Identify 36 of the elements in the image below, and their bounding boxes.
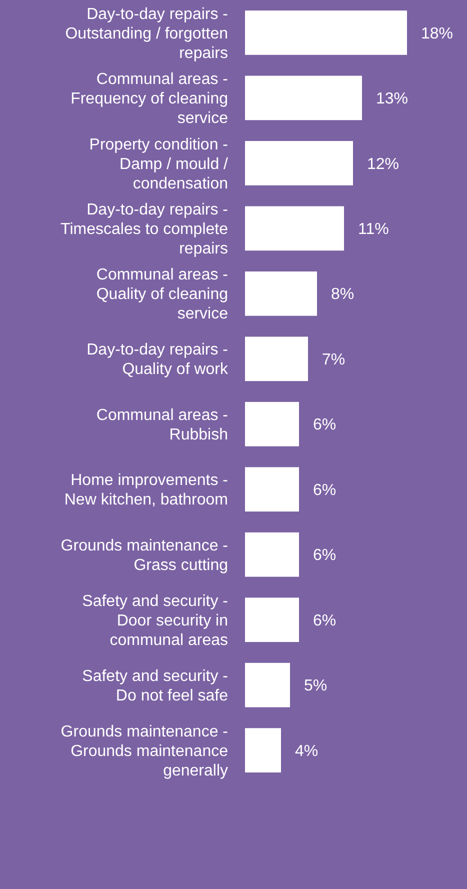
data-label: 6% bbox=[313, 547, 336, 564]
bar bbox=[245, 662, 290, 708]
bar bbox=[245, 206, 344, 251]
y-tick-label: Communal areas - Rubbish bbox=[96, 406, 228, 444]
data-label: 13% bbox=[376, 90, 408, 108]
data-label: 12% bbox=[367, 156, 400, 173]
bar bbox=[245, 728, 281, 772]
data-label: 11% bbox=[358, 221, 389, 238]
data-label: 6% bbox=[313, 482, 336, 499]
data-label: 18% bbox=[421, 25, 454, 42]
bar bbox=[245, 402, 299, 446]
y-tick-label: Day-to-day repairs - Outstanding / forgotten repairs bbox=[65, 6, 228, 62]
y-tick-label: Day-to-day repairs - Timescales to complete repairs bbox=[60, 202, 228, 258]
bar bbox=[245, 336, 308, 382]
y-tick-label: Day-to-day repairs - Quality of work bbox=[86, 342, 229, 378]
data-label: 7% bbox=[322, 351, 346, 368]
y-tick-label: Communal areas - Quality of cleaning service bbox=[96, 266, 228, 323]
bar bbox=[245, 598, 299, 642]
bar bbox=[245, 467, 299, 512]
y-tick-label: Grounds maintenance - Grass cutting bbox=[60, 537, 228, 574]
bar bbox=[245, 140, 353, 186]
data-label: 8% bbox=[331, 286, 354, 304]
bar bbox=[245, 76, 362, 120]
y-tick-label: Grounds maintenance - Grounds maintenance generally bbox=[60, 723, 228, 780]
y-tick-label: Safety and security - Do not feel safe bbox=[82, 668, 228, 704]
bar bbox=[245, 271, 317, 316]
data-label: 4% bbox=[295, 742, 318, 760]
bar bbox=[245, 532, 299, 577]
y-tick-label: Home improvements - New kitchen, bathroom bbox=[64, 472, 228, 509]
bar bbox=[245, 10, 407, 55]
y-tick-label: Safety and security - Door security in communal areas bbox=[82, 592, 228, 649]
y-tick-label: Communal areas - Frequency of cleaning service bbox=[70, 71, 228, 128]
data-label: 6% bbox=[313, 416, 336, 434]
data-label: 6% bbox=[313, 612, 336, 630]
y-tick-label: Property condition - Damp / mould / condensation bbox=[89, 136, 229, 192]
data-label: 5% bbox=[304, 678, 328, 695]
